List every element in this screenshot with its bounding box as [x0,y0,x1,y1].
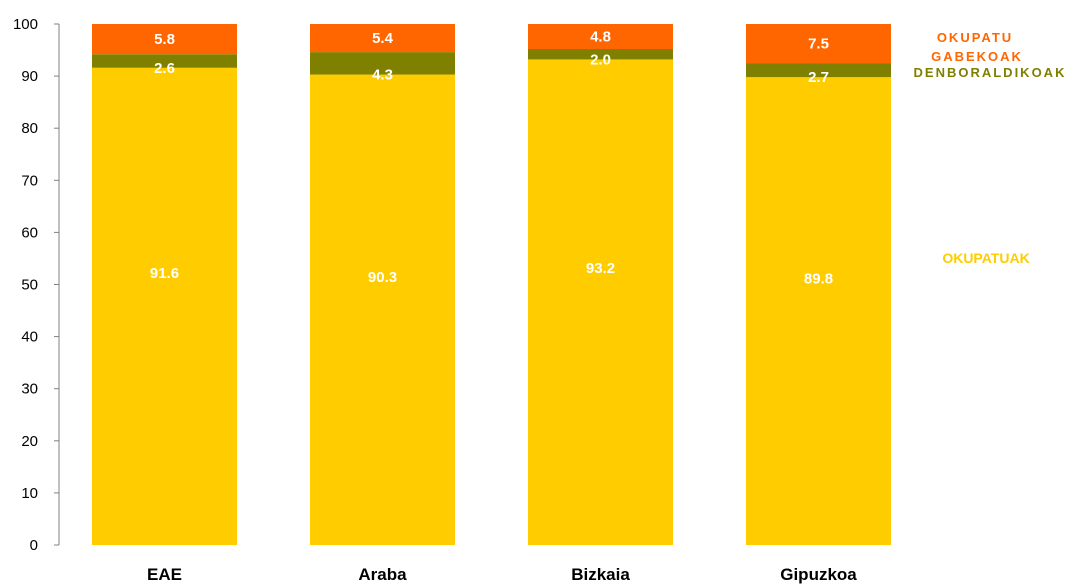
category-label: EAE [147,565,182,584]
data-label: 93.2 [586,260,615,277]
bar-segment-okupatu-gabekoak [746,24,891,64]
y-tick-label: 70 [21,172,38,189]
data-label: 89.8 [804,270,833,287]
bar-segment-denboraldikoak [746,63,891,78]
legend-okupatu-gabekoak-line2: GABEKOAK [931,49,1023,64]
bar-segment-okupatuak [528,59,673,545]
bar-segment-denboraldikoak [92,54,237,68]
y-tick-label: 50 [21,277,38,294]
y-tick-label: 20 [21,433,38,450]
category-label: Bizkaia [571,565,630,584]
bar-segment-okupatu-gabekoak [310,24,455,53]
y-axis: 0 10 20 30 40 50 60 70 80 90 100 [13,16,60,554]
legend-denboraldikoak: DENBORALDIKOAK [914,65,1067,80]
bars [92,24,891,546]
y-tick-label: 80 [21,120,38,137]
y-tick-label: 40 [21,329,38,346]
data-label: 5.4 [372,30,394,47]
y-tick-label: 90 [21,68,38,85]
data-label: 2.6 [154,60,175,77]
bar-segment-okupatuak [92,67,237,545]
y-tick-label: 60 [21,224,38,241]
y-tick-label: 30 [21,381,38,398]
legend: OKUPATU GABEKOAK DENBORALDIKOAK OKUPATUA… [914,30,1067,266]
category-label: Araba [358,565,407,584]
bar-segment-denboraldikoak [528,49,673,60]
data-label: 4.8 [590,29,611,46]
y-tick-label: 0 [30,537,38,554]
category-label: Gipuzkoa [780,565,857,584]
bar-segment-okupatuak [746,77,891,545]
data-label: 90.3 [368,269,397,286]
x-axis-labels: EAE Araba Bizkaia Gipuzkoa [147,565,857,584]
bar-segment-okupatu-gabekoak [528,24,673,50]
data-label: 4.3 [372,67,393,84]
data-label: 2.0 [590,51,611,68]
y-tick-label: 100 [13,16,38,33]
data-label: 2.7 [808,69,829,86]
y-tick-label: 10 [21,485,38,502]
bar-segment-denboraldikoak [310,52,455,75]
bar-segment-okupatu-gabekoak [92,24,237,55]
legend-okupatu-gabekoak-line1: OKUPATU [937,30,1013,45]
bar-segment-okupatuak [310,74,455,546]
data-label: 91.6 [150,265,179,282]
data-label: 5.8 [154,31,175,48]
data-labels: 91.6 2.6 5.8 90.3 4.3 5.4 93.2 2.0 4.8 89.8 2.7 7.5 [150,29,833,288]
legend-okupatuak: OKUPATUAK [942,250,1029,266]
data-label: 7.5 [808,36,829,53]
